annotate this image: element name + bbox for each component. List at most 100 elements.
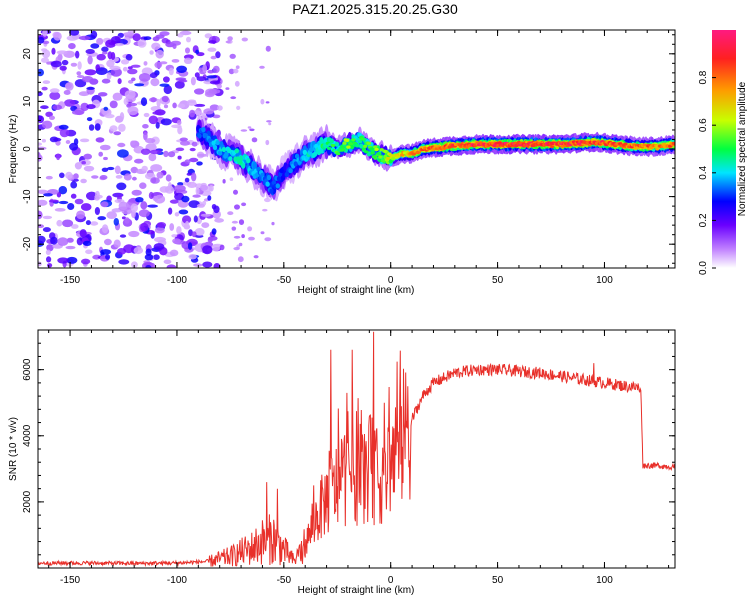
noise-speckle xyxy=(194,228,205,236)
noise-speckle xyxy=(149,97,158,103)
signal-cell xyxy=(374,147,379,152)
noise-speckle xyxy=(211,228,217,235)
colorbar-tick-label: 0.8 xyxy=(698,70,709,84)
x-tick-label: 100 xyxy=(596,275,613,286)
noise-speckle xyxy=(75,50,80,59)
signal-cell xyxy=(341,148,346,152)
signal-cell xyxy=(411,152,416,156)
signal-cell xyxy=(364,150,369,154)
noise-speckle xyxy=(95,137,105,143)
noise-speckle xyxy=(50,60,62,68)
noise-speckle xyxy=(118,259,130,265)
noise-speckle xyxy=(177,155,182,160)
noise-speckle xyxy=(186,36,191,43)
noise-speckle xyxy=(143,61,148,66)
signal-cell xyxy=(246,158,251,164)
noise-speckle xyxy=(264,197,271,203)
signal-cell xyxy=(366,141,372,145)
noise-speckle xyxy=(230,96,237,100)
noise-speckle xyxy=(194,103,206,107)
noise-speckle xyxy=(131,189,142,196)
noise-speckle xyxy=(42,30,48,37)
signal-cell xyxy=(361,147,366,151)
noise-speckle xyxy=(131,261,138,268)
noise-speckle xyxy=(153,254,160,260)
noise-speckle xyxy=(70,193,77,199)
noise-speckle xyxy=(167,151,176,158)
noise-speckle xyxy=(249,128,255,132)
signal-cell xyxy=(330,143,336,148)
noise-speckle xyxy=(106,72,112,80)
noise-speckle xyxy=(149,149,162,155)
noise-speckle xyxy=(70,62,78,67)
noise-speckle xyxy=(70,181,78,189)
signal-cell xyxy=(342,141,347,145)
noise-speckle xyxy=(174,184,186,193)
noise-speckle xyxy=(127,106,139,116)
noise-speckle xyxy=(94,123,101,131)
y-tick-label: 4000 xyxy=(22,424,33,447)
noise-speckle xyxy=(208,88,221,94)
noise-speckle xyxy=(268,122,272,126)
noise-speckle xyxy=(117,149,129,158)
noise-speckle xyxy=(148,153,157,162)
noise-speckle xyxy=(128,79,134,84)
noise-speckle xyxy=(140,148,151,155)
noise-speckle xyxy=(100,201,109,208)
noise-speckle xyxy=(187,242,193,250)
y-tick-label: 6000 xyxy=(22,358,33,381)
noise-speckle xyxy=(186,172,192,176)
noise-speckle xyxy=(142,124,149,129)
noise-speckle xyxy=(94,207,100,215)
noise-speckle xyxy=(125,54,133,61)
noise-speckle xyxy=(114,165,121,175)
noise-speckle xyxy=(262,208,268,212)
signal-cell xyxy=(329,139,334,144)
signal-cell xyxy=(378,155,383,159)
noise-speckle xyxy=(227,211,234,216)
noise-speckle xyxy=(202,245,213,255)
y-tick-label: 10 xyxy=(22,95,33,107)
colorbar-tick-label: 0.6 xyxy=(698,118,709,132)
snr-line xyxy=(38,331,675,568)
noise-speckle xyxy=(236,105,241,110)
noise-speckle xyxy=(103,156,108,161)
noise-speckle xyxy=(259,65,265,69)
noise-speckle xyxy=(163,104,169,109)
noise-speckle xyxy=(175,147,185,152)
noise-speckle xyxy=(101,224,109,234)
noise-speckle xyxy=(193,263,203,267)
noise-speckle xyxy=(191,231,197,238)
noise-speckle xyxy=(178,79,188,83)
noise-speckle xyxy=(138,209,150,218)
noise-speckle xyxy=(113,239,121,248)
noise-speckle xyxy=(132,33,141,42)
noise-speckle xyxy=(231,220,238,224)
noise-speckle xyxy=(148,191,154,200)
noise-speckle xyxy=(81,258,91,265)
noise-speckle xyxy=(97,92,108,97)
noise-speckle xyxy=(190,76,196,86)
signal-cell xyxy=(212,144,218,150)
noise-speckle xyxy=(63,90,71,95)
noise-speckle xyxy=(85,220,91,226)
noise-speckle xyxy=(38,189,49,194)
noise-speckle xyxy=(145,248,152,256)
noise-speckle xyxy=(109,100,118,109)
noise-speckle xyxy=(189,109,196,118)
y-tick-label: -20 xyxy=(22,237,33,252)
signal-cell xyxy=(266,174,272,181)
noise-speckle xyxy=(51,47,56,55)
noise-speckle xyxy=(165,174,172,182)
snr-axes: -150 -100 -50 0 50 100 2000 4000 6000 xyxy=(22,329,675,586)
noise-speckle xyxy=(38,261,42,267)
signal-cell xyxy=(671,141,675,145)
noise-speckle xyxy=(160,118,172,126)
signal-cell xyxy=(369,147,374,151)
noise-speckle xyxy=(184,177,190,183)
noise-speckle xyxy=(202,64,208,73)
noise-speckle xyxy=(78,91,90,97)
noise-speckle xyxy=(145,138,156,144)
noise-speckle xyxy=(131,77,136,82)
noise-speckle xyxy=(179,137,188,142)
